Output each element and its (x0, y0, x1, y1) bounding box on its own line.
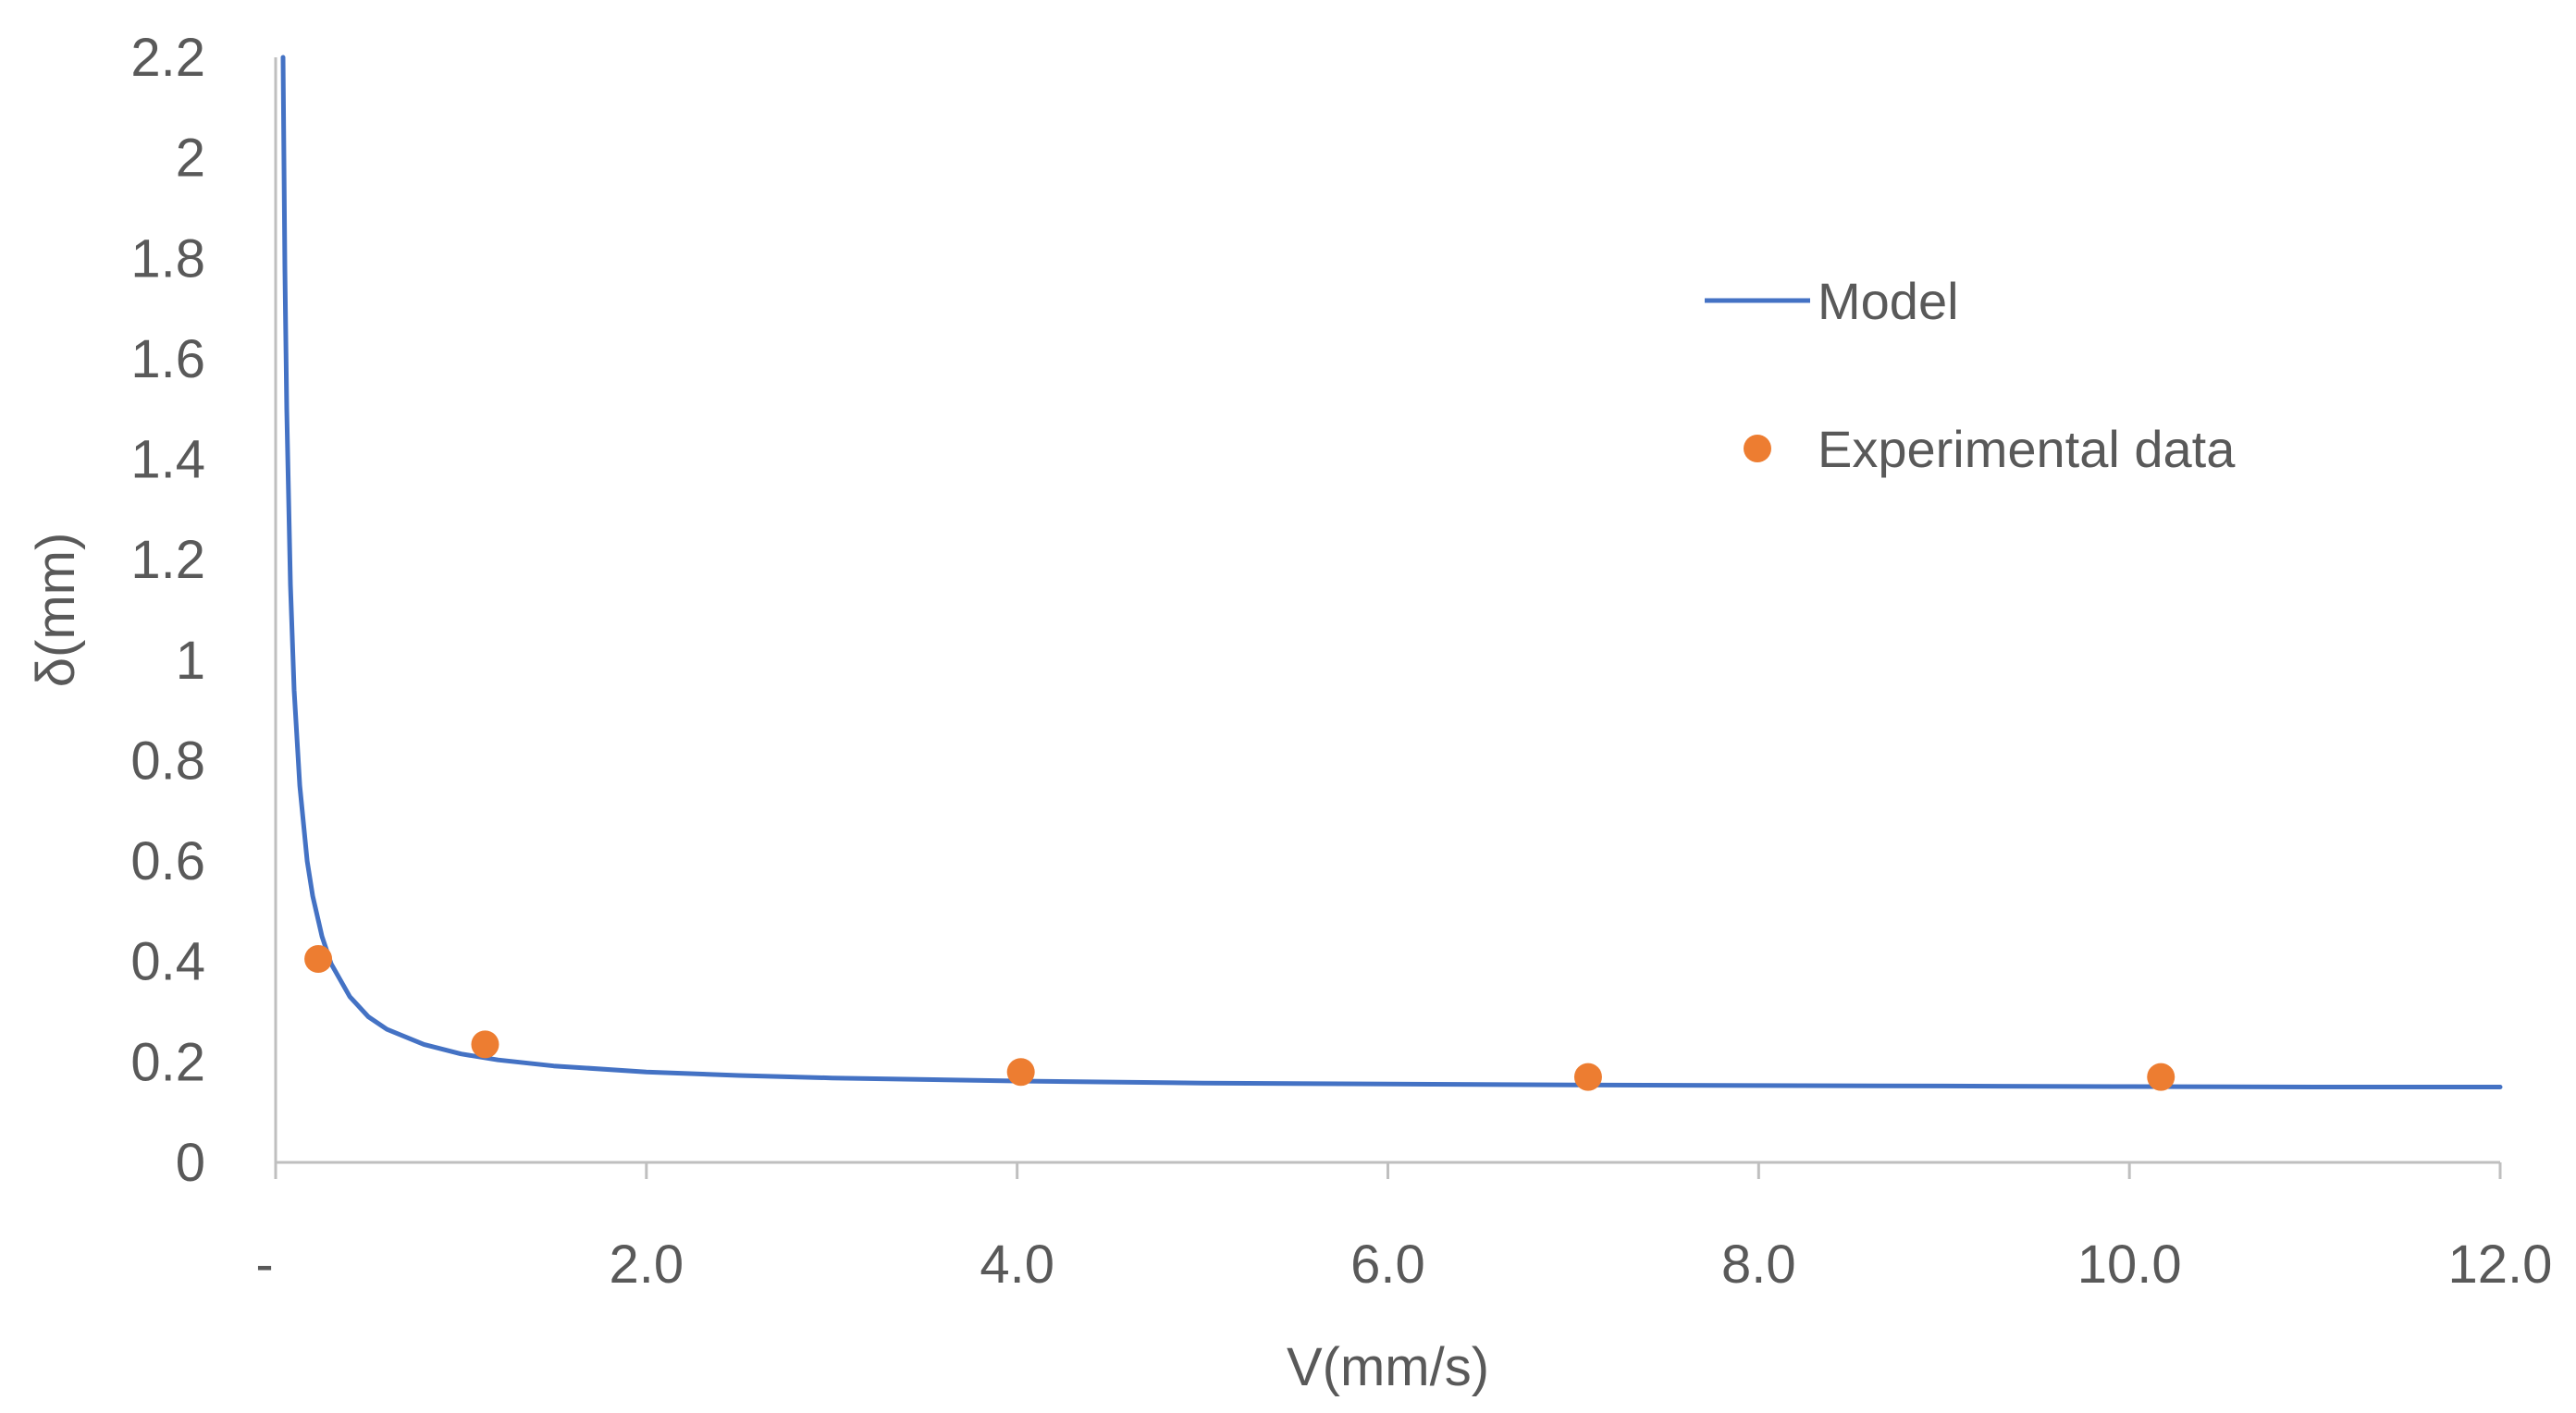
y-axis-title: δ(mm) (26, 533, 86, 688)
model-series-line (280, 55, 2503, 1089)
y-axis-ticks: 0 0.2 0.4 0.6 0.8 1 1.2 1.4 1.6 1.8 2 2.2 (130, 28, 205, 1193)
x-tick-label: 4.0 (980, 1235, 1054, 1295)
y-tick-label: 0.4 (130, 932, 205, 992)
legend-label-model: Model (1818, 272, 1959, 330)
y-tick-label: 0.6 (130, 831, 205, 891)
y-tick-label: 2 (176, 129, 205, 189)
y-tick-label: 1 (176, 631, 205, 691)
x-axis-ticks: - 2.0 4.0 6.0 8.0 10.0 12.0 (255, 1162, 2552, 1295)
y-tick-label: 1.6 (130, 329, 205, 389)
experimental-data-point (304, 945, 333, 974)
legend: Model Experimental data (1705, 272, 2236, 478)
y-tick-label: 0 (176, 1133, 205, 1193)
y-tick-label: 2.2 (130, 28, 205, 88)
y-tick-label: 0.8 (130, 731, 205, 791)
legend-dot-marker (1744, 435, 1771, 462)
y-tick-label: 1.8 (130, 228, 205, 289)
experimental-data-point (1006, 1058, 1035, 1087)
x-tick-label: 8.0 (1721, 1235, 1796, 1295)
y-tick-label: 1.4 (130, 430, 205, 490)
legend-label-experimental: Experimental data (1818, 420, 2236, 478)
experimental-data-point (471, 1030, 499, 1059)
x-tick-label: 6.0 (1350, 1235, 1425, 1295)
x-tick-label: 2.0 (610, 1235, 684, 1295)
y-tick-label: 1.2 (130, 530, 205, 590)
y-tick-label: 0.2 (130, 1032, 205, 1092)
series-layer (280, 55, 2503, 1091)
x-tick-label: - (255, 1235, 273, 1295)
x-tick-label: 12.0 (2448, 1235, 2553, 1295)
experimental-data-point (2147, 1063, 2175, 1091)
x-tick-label: 10.0 (2077, 1235, 2182, 1295)
x-axis-title: V(mm/s) (1287, 1337, 1489, 1397)
experimental-data-point (1573, 1063, 1602, 1091)
